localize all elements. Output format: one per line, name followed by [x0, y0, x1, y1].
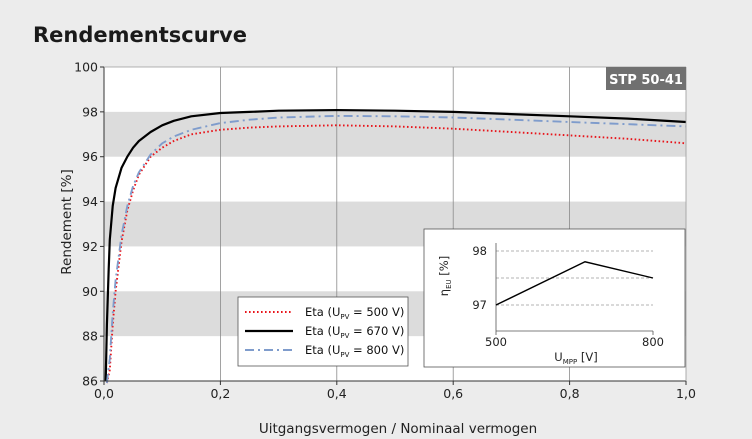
series-line-3 — [105, 114, 687, 384]
y-axis-label: Rendement [%] — [59, 169, 75, 274]
legend-label-2: Eta (UPV = 670 V) — [305, 324, 404, 340]
grid-band — [104, 111, 686, 157]
model-badge: STP 50-41 — [606, 67, 686, 90]
y-tick-label: 90 — [82, 284, 98, 299]
y-tick-label: 98 — [82, 104, 98, 119]
inset-x-tick-label: 500 — [485, 335, 507, 349]
series-line-1 — [105, 124, 687, 384]
legend-label-1: Eta (UPV = 500 V) — [305, 305, 404, 321]
y-tick-label: 94 — [82, 194, 98, 209]
inset-y-tick-label: 97 — [472, 298, 487, 312]
y-tick-labels: 86 88 90 92 94 96 98 100 — [74, 60, 104, 389]
y-tick-label: 88 — [82, 329, 98, 344]
y-tick-label: 92 — [82, 239, 98, 254]
inset-x-axis-label: UMPP [V] — [554, 350, 597, 366]
x-tick-label: 0,4 — [327, 386, 347, 401]
inset-series-line — [495, 261, 654, 306]
plot-axes — [103, 66, 687, 382]
inset-chart: 97 98 500 800 UMPP [V] ηEU [%] — [423, 228, 686, 368]
model-badge-text: STP 50-41 — [609, 73, 683, 88]
y-tick-label: 100 — [74, 60, 98, 75]
legend: Eta (UPV = 500 V) Eta (UPV = 670 V) Eta (U… — [237, 296, 409, 367]
x-tick-label: 0,2 — [210, 386, 230, 401]
inset-y-tick-label: 98 — [472, 244, 487, 258]
x-tick-label: 1,0 — [676, 386, 696, 401]
legend-label-3: Eta (UPV = 800 V) — [305, 343, 404, 359]
y-tick-label: 96 — [82, 149, 98, 164]
y-tick-label: 86 — [82, 374, 98, 389]
x-axis-label: Uitgangsvermogen / Nominaal vermogen — [259, 421, 537, 437]
model-badge-bg — [606, 67, 686, 90]
x-tick-label: 0,0 — [94, 386, 114, 401]
x-tick-labels: 0,0 0,2 0,4 0,6 0,8 1,0 — [94, 381, 696, 401]
x-tick-label: 0,6 — [443, 386, 463, 401]
series-line-2 — [104, 108, 687, 382]
inset-y-axis-label: ηEU [%] — [437, 256, 453, 296]
inset-x-tick-label: 800 — [642, 335, 664, 349]
x-tick-label: 0,8 — [560, 386, 580, 401]
chart-title: Rendementscurve — [33, 23, 247, 47]
plot-series — [104, 108, 687, 384]
inset-box — [423, 228, 686, 368]
